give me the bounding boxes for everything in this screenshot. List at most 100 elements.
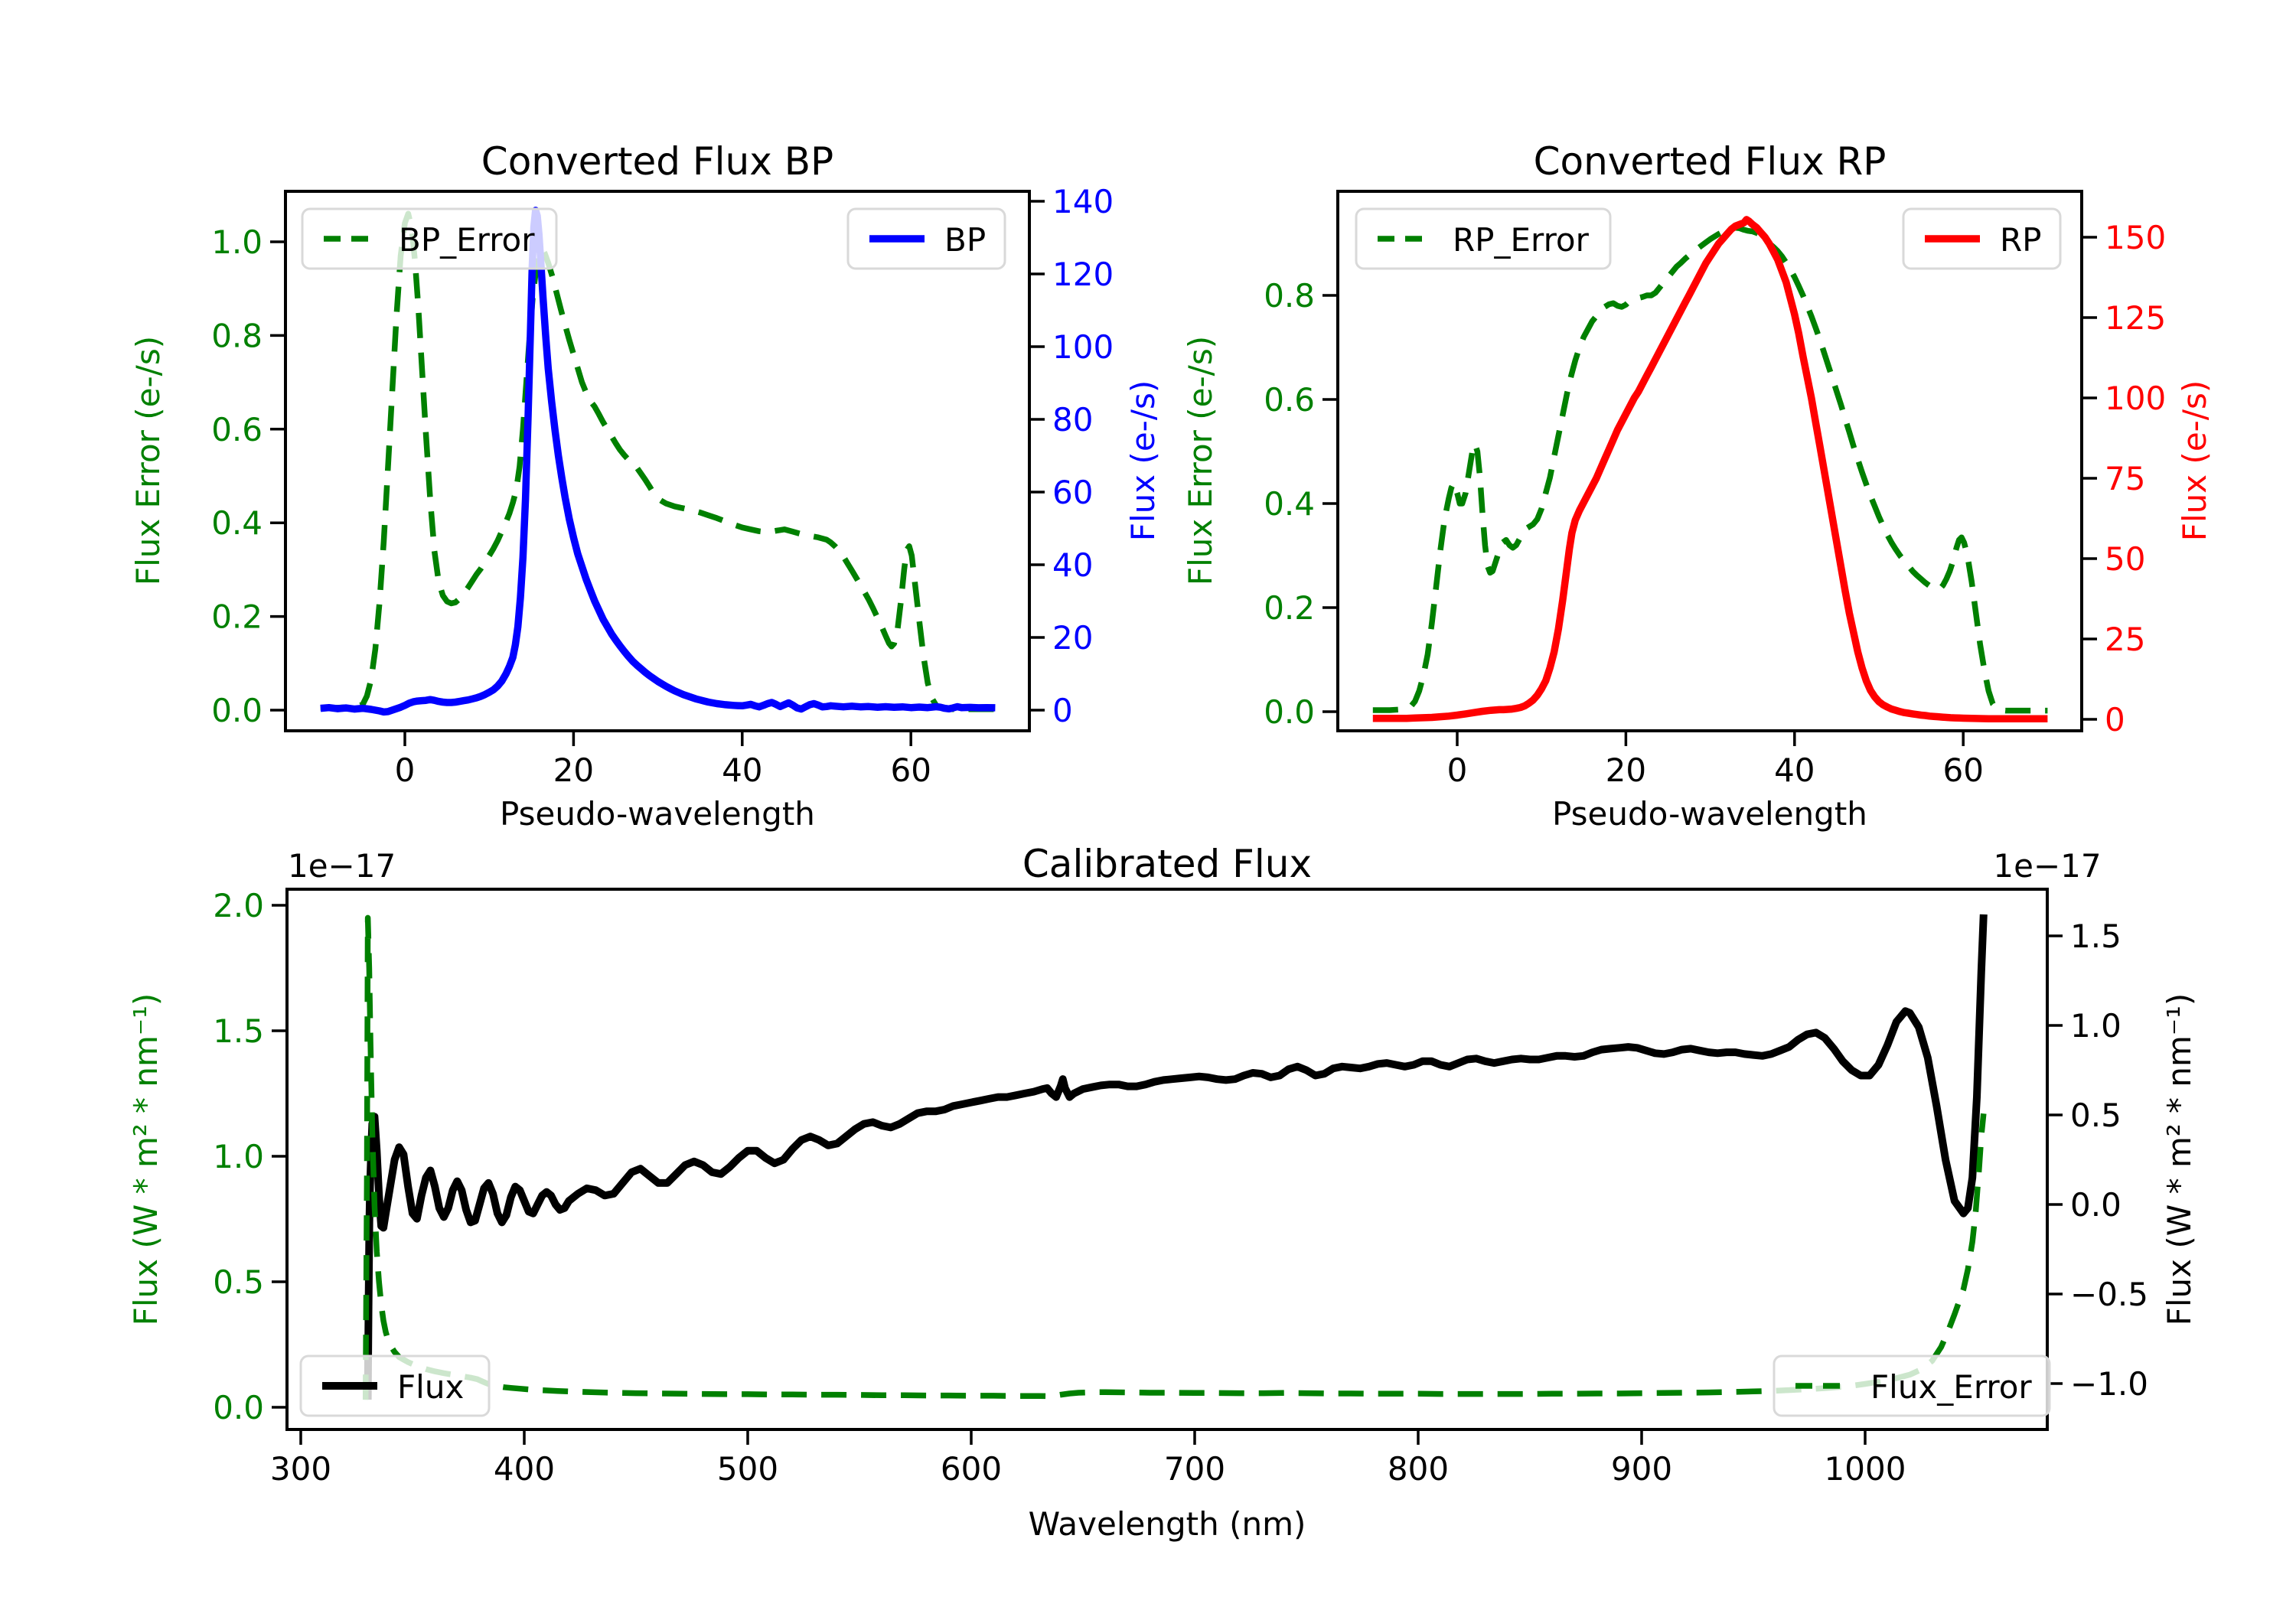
bp-left-axis-label: Flux Error (e-/s) xyxy=(129,336,167,585)
cal-left-tick-label: 1.5 xyxy=(213,1012,264,1050)
rp-left-tick-label: 0.2 xyxy=(1264,589,1315,627)
bp-legend: BP xyxy=(846,207,1006,270)
calibrated-xaxis-label: Wavelength (nm) xyxy=(1029,1505,1306,1543)
cal-x-tick-label: 900 xyxy=(1611,1450,1672,1488)
rp-series-rp_error xyxy=(1372,224,2048,714)
rp-left-tick-label: 0.8 xyxy=(1264,277,1315,315)
bp-right-tick-label: 100 xyxy=(1052,328,1114,366)
calibrated-plot: 300 400 500 600 700 800 900 1000 0.0 0.5 1.0 1.5 2.0… xyxy=(213,887,2148,1488)
bp-left-tick-label: 0.6 xyxy=(211,411,263,448)
cal-left-tick-label: 1.0 xyxy=(213,1138,264,1175)
bp-error-legend: BP_Error xyxy=(301,207,558,270)
bp-left-tick-label: 1.0 xyxy=(211,223,263,261)
rp-right-tick-label: 100 xyxy=(2105,380,2166,417)
rp-axes-frame xyxy=(1336,190,2083,732)
bp-right-tick-label: 140 xyxy=(1052,183,1114,220)
bp-plot: 0 20 40 60 0.0 0.2 0.4 0.6 0.8 1.0 0 20 40 60 80 100 120… xyxy=(211,183,1114,789)
cal-right-tick-label: −1.0 xyxy=(2070,1365,2148,1403)
cal-right-tick-label: 1.0 xyxy=(2070,1007,2122,1045)
cal-x-tick-label: 700 xyxy=(1164,1450,1225,1488)
cal-x-tick-label: 1000 xyxy=(1825,1450,1906,1488)
legend-frame xyxy=(1773,1354,2051,1417)
cal-axes-frame xyxy=(285,888,2049,1431)
cal-x-tick-label: 300 xyxy=(270,1450,331,1488)
legend-label: Flux_Error xyxy=(1870,1368,2032,1406)
cal-x-tick-label: 500 xyxy=(717,1450,778,1488)
rp-right-tick-label: 0 xyxy=(2105,701,2125,738)
calibrated-title: Calibrated Flux xyxy=(1022,842,1312,886)
calibrated-right-axis-label: Flux (W * m² * nm⁻¹) xyxy=(2161,993,2198,1326)
rp-right-tick-label: 25 xyxy=(2105,621,2145,658)
bp-x-tick-label: 0 xyxy=(395,751,416,789)
bp-x-tick-label: 40 xyxy=(722,751,762,789)
bp-x-tick-label: 20 xyxy=(553,751,594,789)
bp-left-tick-label: 0.2 xyxy=(211,598,263,636)
cal-left-tick-label: 0.0 xyxy=(213,1389,264,1426)
legend-frame xyxy=(299,1354,491,1417)
legend-label: RP xyxy=(2000,221,2042,259)
right-axis-offset-text: 1e−17 xyxy=(1993,847,2101,885)
cal-series-flux_error xyxy=(362,914,1987,1400)
rp-left-tick-label: 0.0 xyxy=(1264,693,1315,731)
rp-xaxis-label: Pseudo-wavelength xyxy=(1552,795,1867,833)
cal-x-tick-label: 400 xyxy=(494,1450,555,1488)
rp-series-rp xyxy=(1372,216,2048,722)
bp-right-tick-label: 40 xyxy=(1052,546,1093,584)
bp-x-tick-label: 60 xyxy=(890,751,931,789)
bp-series-bp_error xyxy=(320,210,996,712)
cal-right-tick-label: 1.5 xyxy=(2070,918,2122,955)
flux-legend: Flux xyxy=(299,1354,491,1417)
bp-right-tick-label: 60 xyxy=(1052,474,1093,511)
rp-x-tick-label: 0 xyxy=(1447,751,1468,789)
bp-right-tick-label: 80 xyxy=(1052,401,1093,438)
bp-left-tick-label: 0.8 xyxy=(211,317,263,354)
legend-label: Flux xyxy=(397,1368,464,1406)
rp-curves xyxy=(1372,216,2048,722)
bp-xaxis-label: Pseudo-wavelength xyxy=(500,795,815,833)
bp-curves xyxy=(320,207,996,716)
rp-right-tick-label: 150 xyxy=(2105,219,2166,256)
rp-error-legend: RP_Error xyxy=(1355,207,1612,270)
calibrated-left-axis-label: Flux (W * m² * nm⁻¹) xyxy=(127,993,165,1326)
legend-label: BP_Error xyxy=(399,221,535,259)
legend-frame xyxy=(1902,207,2062,270)
bp-right-axis-label: Flux (e-/s) xyxy=(1124,380,1162,541)
rp-left-tick-label: 0.6 xyxy=(1264,381,1315,419)
rp-left-tick-label: 0.4 xyxy=(1264,485,1315,523)
cal-right-tick-label: −0.5 xyxy=(2070,1276,2148,1313)
cal-x-tick-label: 800 xyxy=(1388,1450,1449,1488)
cal-x-tick-label: 600 xyxy=(941,1450,1002,1488)
cal-right-tick-label: 0.0 xyxy=(2070,1186,2122,1224)
rp-left-axis-label: Flux Error (e-/s) xyxy=(1182,336,1219,585)
cal-left-tick-label: 2.0 xyxy=(213,887,264,924)
cal-series-flux xyxy=(364,914,1988,1400)
legend-frame xyxy=(301,207,558,270)
rp-title: Converted Flux RP xyxy=(1534,139,1887,184)
cal-left-tick-label: 0.5 xyxy=(213,1263,264,1301)
bp-right-tick-label: 20 xyxy=(1052,619,1093,657)
rp-x-tick-label: 20 xyxy=(1606,751,1646,789)
cal-right-tick-label: 0.5 xyxy=(2070,1097,2122,1134)
bp-series-bp xyxy=(320,207,996,716)
bp-title: Converted Flux BP xyxy=(481,139,833,184)
rp-legend: RP xyxy=(1902,207,2062,270)
rp-x-tick-label: 40 xyxy=(1774,751,1815,789)
rp-right-tick-label: 50 xyxy=(2105,540,2145,578)
rp-right-tick-label: 125 xyxy=(2105,299,2166,337)
left-axis-offset-text: 1e−17 xyxy=(288,847,396,885)
bp-right-tick-label: 0 xyxy=(1052,692,1073,729)
bp-left-tick-label: 0.4 xyxy=(211,504,263,542)
legend-label: RP_Error xyxy=(1453,221,1590,259)
bp-right-tick-label: 120 xyxy=(1052,256,1114,293)
cal-curves xyxy=(362,914,1988,1400)
bp-left-tick-label: 0.0 xyxy=(211,692,263,729)
rp-x-tick-label: 60 xyxy=(1942,751,1983,789)
rp-right-axis-label: Flux (e-/s) xyxy=(2176,380,2213,541)
legend-frame xyxy=(846,207,1006,270)
flux-error-legend: Flux_Error xyxy=(1773,1354,2051,1417)
rp-plot: 0 20 40 60 0.0 0.2 0.4 0.6 0.8 0 25 50 75 100 125 150 xyxy=(1264,190,2166,789)
bp-axes-frame xyxy=(284,190,1031,732)
legend-frame xyxy=(1355,207,1612,270)
